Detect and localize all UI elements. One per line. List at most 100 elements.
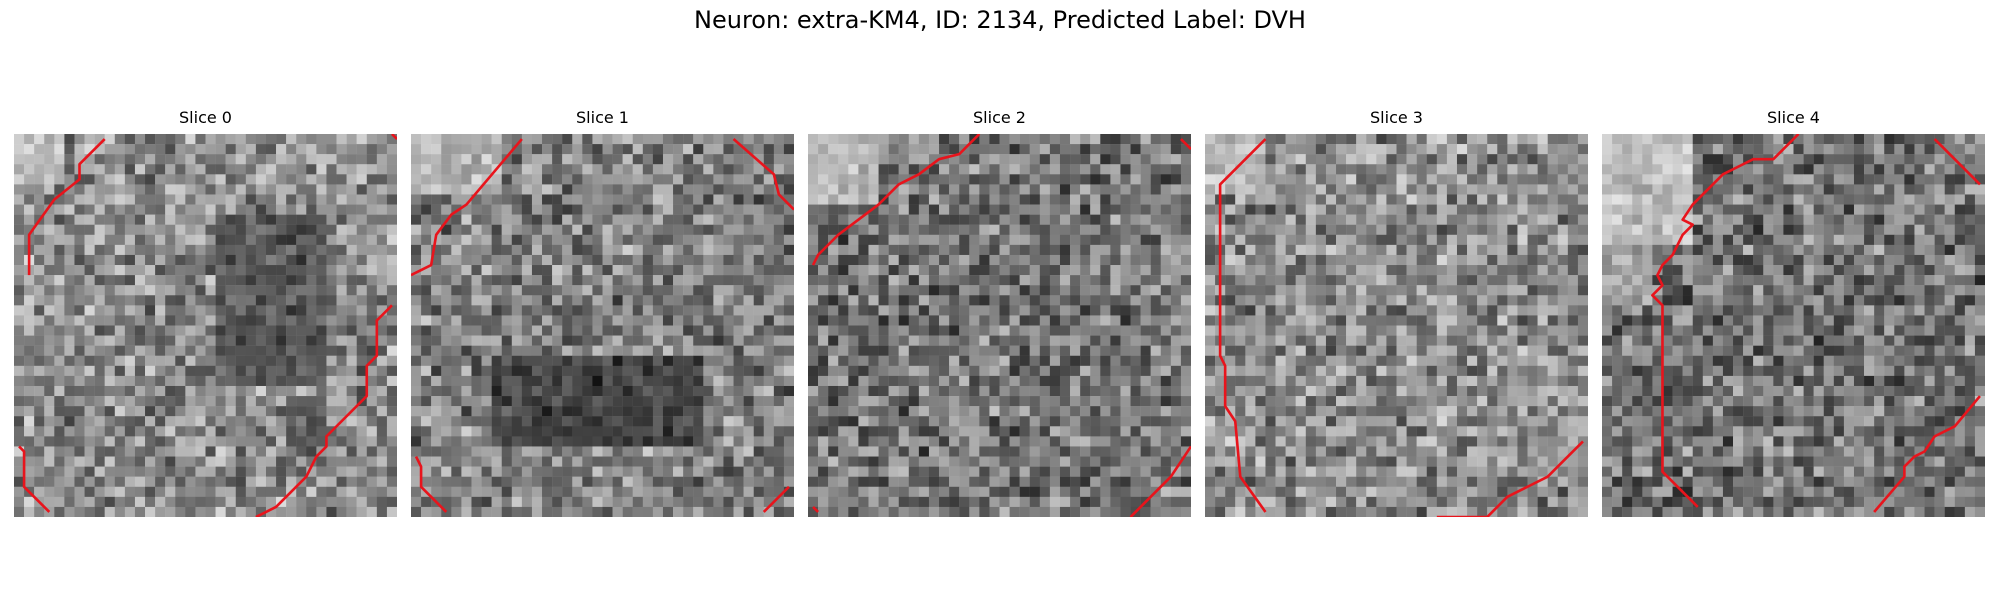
pixel (1100, 335, 1111, 346)
pixel (34, 184, 45, 195)
pixel (989, 164, 1000, 175)
pixel (1059, 154, 1071, 165)
pixel (356, 224, 367, 235)
pixel (642, 365, 654, 377)
pixel (999, 345, 1010, 356)
pixel (592, 446, 603, 457)
pixel (165, 456, 176, 467)
pixel (195, 355, 206, 367)
pixel (155, 325, 166, 336)
pixel (918, 345, 930, 356)
pixel (431, 204, 442, 215)
pixel (1070, 154, 1081, 165)
pixel (175, 305, 186, 316)
pixel (481, 224, 492, 235)
pixel (74, 486, 85, 498)
pixel (1029, 355, 1041, 367)
pixel (316, 194, 327, 205)
pixel (703, 385, 714, 397)
pixel (632, 204, 644, 215)
pixel (959, 244, 970, 256)
pixel (225, 506, 236, 517)
pixel (1150, 466, 1161, 477)
pixel (1235, 295, 1246, 306)
pixel (928, 476, 940, 487)
pixel (471, 396, 482, 407)
pixel (1456, 265, 1468, 276)
pixel (421, 144, 432, 155)
pixel (808, 254, 819, 266)
pixel (552, 476, 563, 487)
pixel (245, 436, 257, 447)
pixel (336, 506, 347, 517)
pixel (1315, 164, 1327, 175)
pixel (1376, 244, 1387, 256)
pixel (612, 204, 623, 215)
pixel (114, 194, 126, 205)
pixel (64, 144, 75, 155)
pixel (949, 184, 960, 195)
pixel (939, 335, 950, 346)
pixel (542, 194, 553, 205)
pixel (1160, 254, 1172, 266)
pixel (24, 194, 35, 205)
pixel (868, 396, 879, 407)
pixel (1160, 466, 1172, 477)
pixel (1090, 436, 1101, 447)
pixel (215, 375, 226, 387)
pixel (1507, 174, 1518, 185)
pixel (1080, 436, 1091, 447)
pixel (296, 234, 307, 246)
pixel (592, 204, 603, 215)
pixel (356, 265, 367, 276)
pixel (683, 486, 694, 498)
pixel (1426, 174, 1438, 185)
pixel (1059, 295, 1071, 306)
pixel (124, 325, 136, 336)
pixel (1130, 315, 1141, 326)
pixel (612, 416, 623, 427)
pixel (1170, 496, 1182, 508)
pixel (511, 154, 523, 165)
pixel (959, 385, 970, 397)
pixel (245, 396, 257, 407)
pixel (316, 345, 327, 356)
pixel (878, 295, 889, 306)
pixel (1235, 154, 1246, 165)
pixel (733, 496, 744, 508)
pixel (74, 144, 85, 155)
pixel (1110, 265, 1121, 276)
pixel (693, 134, 704, 145)
pixel (245, 476, 257, 487)
pixel (1140, 355, 1151, 367)
pixel (1305, 254, 1317, 266)
pixel (848, 355, 859, 367)
pixel (1406, 144, 1417, 155)
pixel (366, 406, 378, 417)
pixel (763, 385, 775, 397)
pixel (783, 385, 794, 397)
pixel (461, 406, 472, 417)
pixel (928, 396, 940, 407)
pixel (235, 214, 247, 225)
pixel (642, 325, 654, 336)
pixel (34, 446, 45, 457)
pixel (521, 154, 533, 165)
pixel (386, 254, 397, 266)
pixel (134, 234, 146, 246)
pixel (1376, 234, 1387, 246)
pixel (104, 476, 115, 487)
pixel (411, 174, 422, 185)
pixel (235, 335, 247, 346)
pixel (1130, 134, 1141, 145)
pixel (1416, 285, 1427, 296)
pixel (511, 254, 523, 266)
pixel (1295, 224, 1306, 235)
pixel (1406, 154, 1417, 165)
pixel (376, 476, 388, 487)
pixel (713, 204, 724, 215)
pixel (461, 466, 472, 477)
pixel (471, 134, 482, 145)
pixel (54, 285, 65, 296)
pixel (531, 506, 543, 517)
